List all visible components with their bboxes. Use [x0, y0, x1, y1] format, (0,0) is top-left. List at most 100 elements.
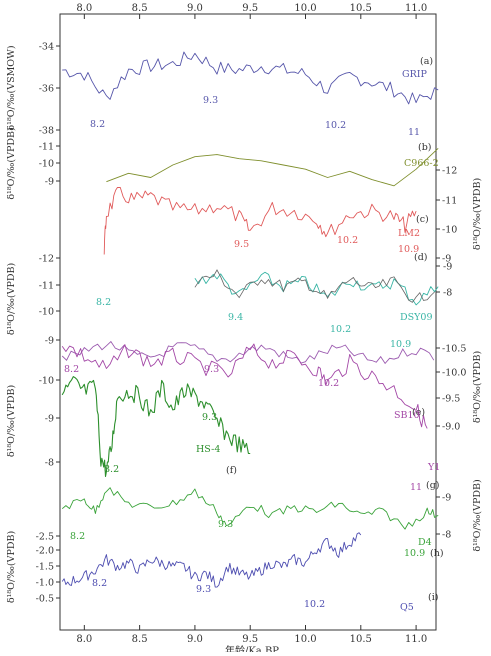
- y-tick-label: -9: [45, 177, 54, 188]
- x-tick-label-bottom: 10.5: [350, 634, 372, 645]
- event-label-a: 10.2: [325, 120, 346, 131]
- x-tick-label-top: 8.0: [76, 3, 92, 14]
- series-line-d-purple: [61, 340, 435, 365]
- y-axis-label: δ¹⁸O/‰(VPDB): [472, 178, 483, 250]
- series-line-i: [61, 532, 362, 588]
- event-label-e: 8.2: [64, 364, 79, 375]
- y-tick-label: -9: [45, 336, 54, 347]
- plot-frame: [59, 13, 437, 631]
- y-axis-label: δ¹⁸O/‰(VPDB): [472, 351, 483, 423]
- y-tick-label: -10.5: [442, 344, 466, 355]
- y-tick-label: -1.5: [36, 562, 54, 573]
- panel-tag-e: (e): [412, 407, 425, 418]
- y-tick-label: -8: [442, 530, 451, 541]
- event-label-g: 10.9: [404, 548, 425, 559]
- panel-name-i: Q5: [400, 602, 414, 613]
- panel-tag-a: (a): [420, 56, 433, 67]
- y-tick-label: -10: [39, 307, 54, 318]
- x-tick-label-top: 8.5: [132, 3, 148, 14]
- event-label-d: 10.2: [330, 324, 351, 335]
- x-tick-label-top: 11.0: [405, 3, 427, 14]
- x-tick-label-bottom: 8.5: [132, 634, 148, 645]
- y-tick-label: -10: [39, 376, 54, 387]
- x-tick-label-bottom: 9.0: [187, 634, 203, 645]
- series-line-d-overlay: [194, 269, 435, 303]
- event-label-i: 8.2: [92, 578, 107, 589]
- y-tick-label: -10: [442, 225, 457, 236]
- panel-tag-i: (i): [428, 592, 438, 603]
- series-line-b: [106, 147, 439, 187]
- y-tick-label: -9: [442, 493, 451, 504]
- event-label-d: 9.4: [228, 312, 243, 323]
- y-tick-label: -36: [39, 84, 54, 95]
- series-layer: [61, 51, 439, 588]
- event-label-c: 10.9: [398, 244, 419, 255]
- panel-name-f: HS-4: [196, 444, 220, 455]
- event-label-i: 9.3: [196, 584, 211, 595]
- y-tick-label-right: -9: [443, 262, 452, 273]
- y-axis-label: δ¹⁸O/‰(VPDB): [6, 385, 17, 457]
- x-tick-label-bottom: 8.0: [76, 634, 92, 645]
- series-line-a: [62, 51, 439, 105]
- panel-tag-g: (g): [426, 480, 440, 491]
- x-tick-label-bottom: 11.0: [405, 634, 427, 645]
- event-label-e: 9.3: [204, 364, 219, 375]
- panel-tag-b: (b): [418, 142, 432, 153]
- series-line-c: [103, 186, 417, 255]
- labels-layer: 8.0 8.0 8.5 8.5 9.0 9.0 9.5 9.5 10.0 10.0 10.5 10.5…: [6, 3, 483, 656]
- y-tick-label: -10: [39, 159, 54, 170]
- y-tick-label: -9: [45, 414, 54, 425]
- y-tick-label: -2.0: [36, 546, 54, 557]
- panel-tag-c: (c): [416, 214, 429, 225]
- panel-name-c: LM2: [398, 228, 420, 239]
- panel-name-g: D4: [418, 537, 432, 548]
- event-label-a: 11: [408, 127, 420, 138]
- x-tick-label-top: 9.5: [242, 3, 258, 14]
- y-tick-label: -34: [39, 42, 54, 53]
- panel-name-e: SB10: [394, 410, 420, 421]
- panel-tag-d: (d): [414, 252, 428, 263]
- event-label-g: 8.2: [70, 531, 85, 542]
- event-label-a: 9.3: [203, 95, 218, 106]
- y-tick-label-right: -8: [443, 288, 452, 299]
- y-tick-label: -11: [39, 281, 54, 292]
- event-label-g: 9.3: [218, 519, 233, 530]
- x-tick-label-bottom: 10.0: [294, 634, 316, 645]
- axes-layer: [56, 13, 440, 631]
- event-label-f: 8.2: [104, 464, 119, 475]
- y-tick-label: -2.5: [36, 532, 54, 543]
- y-tick-label: -1.0: [36, 578, 54, 589]
- y-axis-label: δ¹⁸O/‰(VPDB): [6, 531, 17, 603]
- event-label-f: 9.3: [202, 412, 217, 423]
- panel-tag-f: (f): [226, 465, 237, 476]
- x-tick-label-top: 10.5: [350, 3, 372, 14]
- event-label-d: 10.9: [390, 339, 411, 350]
- panel-name-a: GRIP: [402, 69, 427, 80]
- panel-name-b: C966-2: [404, 158, 439, 169]
- y-axis-label: δ¹⁸O/‰(VPDB): [6, 127, 17, 199]
- event-label-c: 10.2: [337, 235, 358, 246]
- event-label-d: 8.2: [96, 297, 111, 308]
- x-tick-label-bottom: 9.5: [242, 634, 258, 645]
- event-label-e: Y1: [427, 462, 440, 473]
- event-label-a: 8.2: [90, 119, 105, 130]
- y-axis-label: δ¹⁸O/‰(VPDB): [472, 479, 483, 551]
- y-tick-label: -9: [442, 254, 451, 265]
- x-tick-label-top: 9.0: [187, 3, 203, 14]
- x-tick-label-top: 10.0: [294, 3, 316, 14]
- y-tick-label: -11: [442, 196, 457, 207]
- y-tick-label: -12: [39, 254, 54, 265]
- y-axis-label: δ¹⁸O/‰(VPDB): [6, 263, 17, 335]
- series-line-g: [61, 487, 439, 530]
- event-label-e: 11: [410, 482, 422, 493]
- y-tick-label: -12: [442, 166, 457, 177]
- series-line-e: [61, 343, 428, 429]
- series-line-f: [61, 376, 251, 478]
- event-label-c: 9.5: [234, 239, 249, 250]
- x-axis-label: 年龄/Ka BP: [225, 644, 279, 652]
- y-tick-label: -11: [39, 142, 54, 153]
- y-tick-label: -10.0: [442, 368, 466, 379]
- y-tick-label: -9.5: [442, 394, 460, 405]
